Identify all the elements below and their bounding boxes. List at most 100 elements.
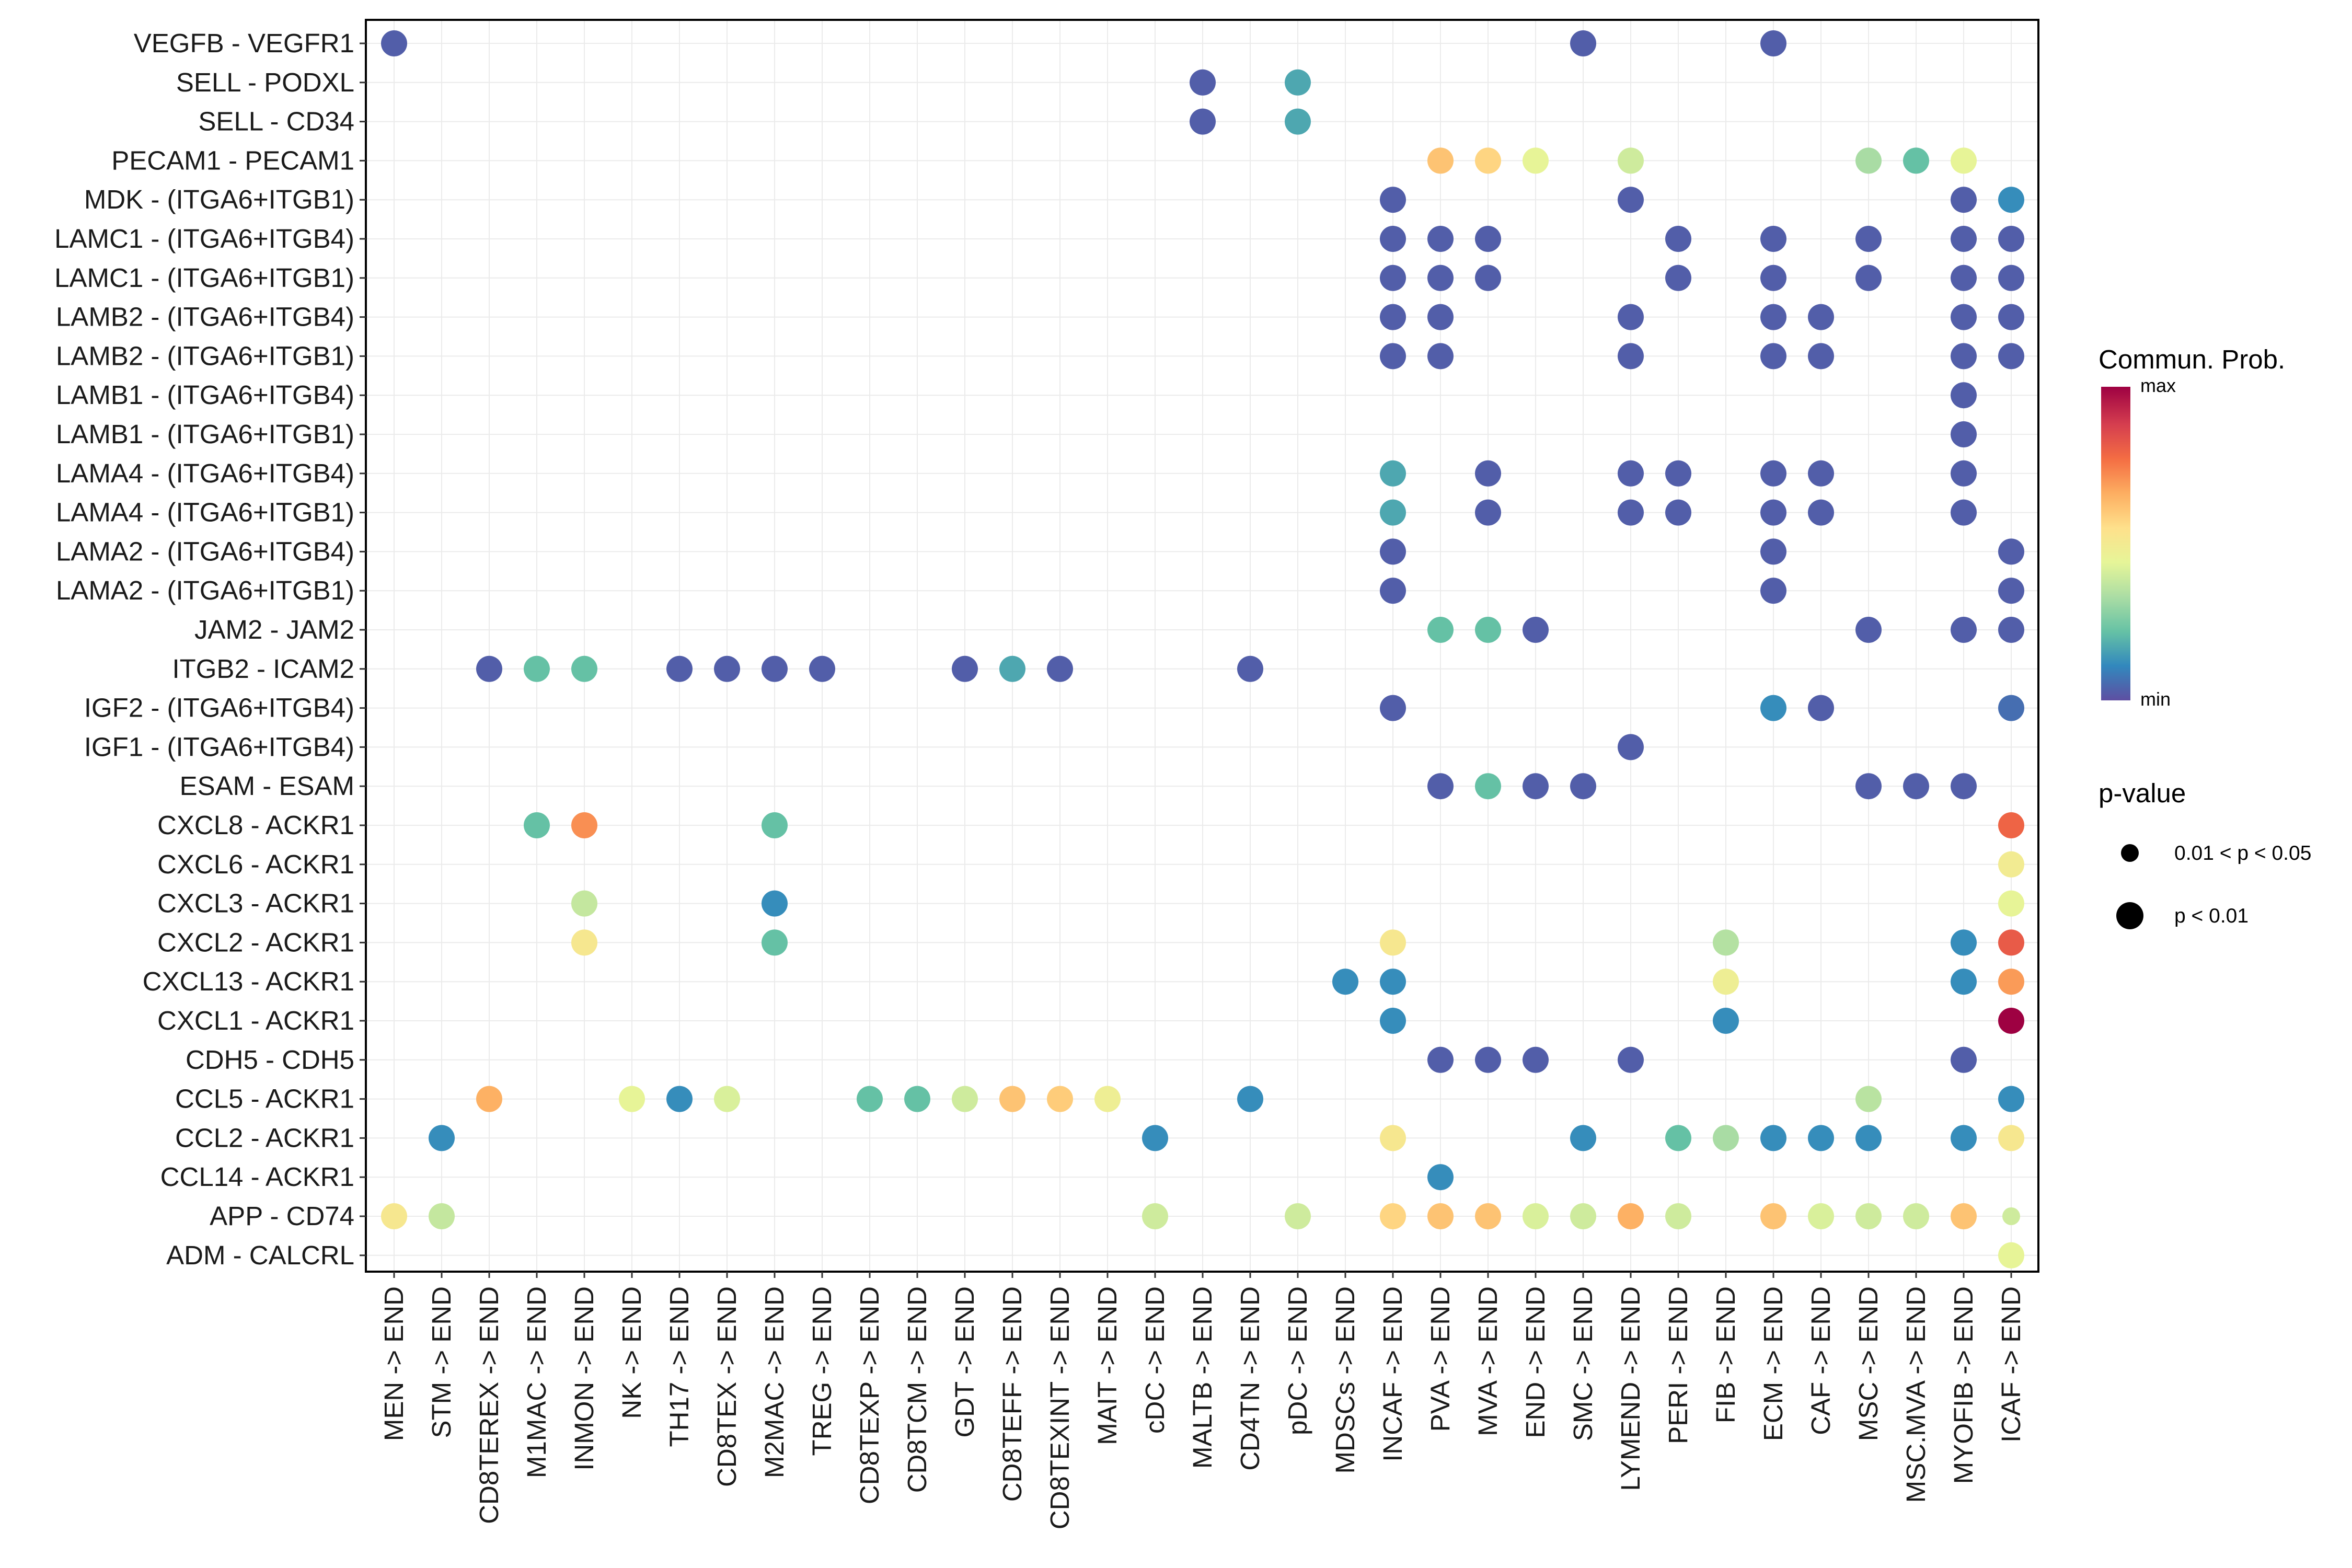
- data-point: [1285, 69, 1311, 96]
- data-point: [1523, 1046, 1549, 1073]
- data-point: [1760, 264, 1786, 291]
- data-point: [1998, 187, 2024, 213]
- color-legend: Commun. Prob. max min: [2099, 344, 2285, 710]
- x-tick-label: MYOFIB -> END: [1949, 1286, 1978, 1484]
- data-point: [1618, 734, 1644, 760]
- data-point: [1190, 69, 1216, 96]
- data-point: [1665, 264, 1691, 291]
- y-tick-label: CXCL6 - ACKR1: [157, 849, 354, 879]
- data-point: [1998, 812, 2024, 838]
- data-point: [1903, 147, 1929, 174]
- data-point: [1760, 304, 1786, 330]
- y-tick-label: LAMB2 - (ITGA6+ITGB1): [56, 341, 354, 371]
- x-tick-label: TREG -> END: [807, 1286, 837, 1456]
- data-point: [1380, 226, 1406, 252]
- data-point: [1665, 1125, 1691, 1151]
- x-tick-label: CD8TCM -> END: [902, 1286, 932, 1493]
- data-point: [1427, 343, 1454, 370]
- data-point: [1808, 343, 1834, 370]
- x-tick-label: PVA -> END: [1425, 1286, 1455, 1432]
- data-point: [1998, 226, 2024, 252]
- data-point: [1760, 30, 1786, 56]
- data-point: [762, 890, 788, 917]
- y-tick-label: IGF2 - (ITGA6+ITGB4): [84, 693, 354, 723]
- data-point: [1855, 1086, 1882, 1112]
- y-tick-label: LAMB1 - (ITGA6+ITGB4): [56, 380, 354, 410]
- x-tick-label: INMON -> END: [569, 1286, 599, 1471]
- x-tick-label: CD8TEXINT -> END: [1045, 1286, 1075, 1529]
- data-point: [1998, 969, 2024, 995]
- data-point: [1427, 147, 1454, 174]
- data-point: [1760, 226, 1786, 252]
- size-legend-label-large: p < 0.01: [2174, 905, 2249, 927]
- data-point: [1380, 1125, 1406, 1151]
- y-tick-label: SELL - CD34: [198, 107, 354, 136]
- x-tick-label: MAIT -> END: [1092, 1286, 1122, 1445]
- data-point: [1570, 1203, 1596, 1229]
- data-point: [1237, 1086, 1263, 1112]
- y-tick-label: ESAM - ESAM: [180, 771, 354, 801]
- data-point: [1951, 1203, 1977, 1229]
- color-legend-title: Commun. Prob.: [2099, 344, 2285, 374]
- y-tick-label: LAMB2 - (ITGA6+ITGB4): [56, 302, 354, 332]
- data-point: [1427, 773, 1454, 800]
- x-tick-label: CD8TEFF -> END: [997, 1286, 1027, 1502]
- data-point: [1998, 264, 2024, 291]
- data-point: [1998, 851, 2024, 878]
- data-point: [1760, 460, 1786, 487]
- size-legend: p-value 0.01 < p < 0.05 p < 0.01: [2099, 778, 2311, 929]
- x-tick-label: STM -> END: [426, 1286, 456, 1438]
- x-tick-label: CD8TEREX -> END: [474, 1286, 504, 1524]
- size-legend-small-dot: [2121, 844, 2139, 862]
- data-point: [1285, 1203, 1311, 1229]
- data-point: [1760, 343, 1786, 370]
- data-point: [1380, 969, 1406, 995]
- y-tick-label: CXCL13 - ACKR1: [143, 966, 354, 996]
- data-point: [1380, 1008, 1406, 1034]
- x-tick-label: CD4TN -> END: [1235, 1286, 1265, 1471]
- y-tick-label: ADM - CALCRL: [166, 1240, 354, 1270]
- data-point: [1808, 460, 1834, 487]
- data-point: [1285, 108, 1311, 135]
- data-point: [1998, 1008, 2024, 1034]
- y-tick-label: IGF1 - (ITGA6+ITGB4): [84, 732, 354, 762]
- data-point: [571, 890, 597, 917]
- data-point: [1855, 773, 1882, 800]
- data-point: [1475, 264, 1501, 291]
- y-tick-label: LAMB1 - (ITGA6+ITGB1): [56, 419, 354, 449]
- data-point: [904, 1086, 930, 1112]
- data-point: [1427, 617, 1454, 643]
- data-point: [1903, 1203, 1929, 1229]
- data-point: [1190, 108, 1216, 135]
- data-point: [1380, 460, 1406, 487]
- data-point: [1523, 1203, 1549, 1229]
- data-point: [524, 812, 550, 838]
- data-point: [1713, 1008, 1739, 1034]
- data-point: [1760, 1203, 1786, 1229]
- x-axis: MEN -> END STM -> END CD8TEREX -> END M1MAC…: [379, 1272, 2026, 1529]
- data-point: [1760, 538, 1786, 565]
- data-point: [999, 1086, 1025, 1112]
- data-point: [1855, 264, 1882, 291]
- y-tick-label: CDH5 - CDH5: [186, 1045, 354, 1075]
- data-point: [1475, 1046, 1501, 1073]
- data-point: [476, 655, 502, 682]
- y-tick-label: CXCL3 - ACKR1: [157, 889, 354, 918]
- y-tick-label: LAMC1 - (ITGA6+ITGB1): [54, 263, 354, 293]
- y-tick-label: SELL - PODXL: [176, 67, 354, 97]
- data-point: [1998, 890, 2024, 917]
- data-point: [1808, 1125, 1834, 1151]
- data-point: [714, 655, 740, 682]
- data-point: [1142, 1125, 1168, 1151]
- data-point: [1951, 1046, 1977, 1073]
- data-point: [1665, 499, 1691, 526]
- data-point: [762, 929, 788, 956]
- data-point: [1380, 499, 1406, 526]
- y-tick-label: CCL14 - ACKR1: [160, 1162, 354, 1192]
- data-point: [1855, 1125, 1882, 1151]
- data-point: [1570, 30, 1596, 56]
- data-point: [1094, 1086, 1121, 1112]
- x-tick-label: cDC -> END: [1140, 1286, 1170, 1434]
- x-tick-label: MALTB -> END: [1187, 1286, 1217, 1469]
- data-point: [1380, 695, 1406, 721]
